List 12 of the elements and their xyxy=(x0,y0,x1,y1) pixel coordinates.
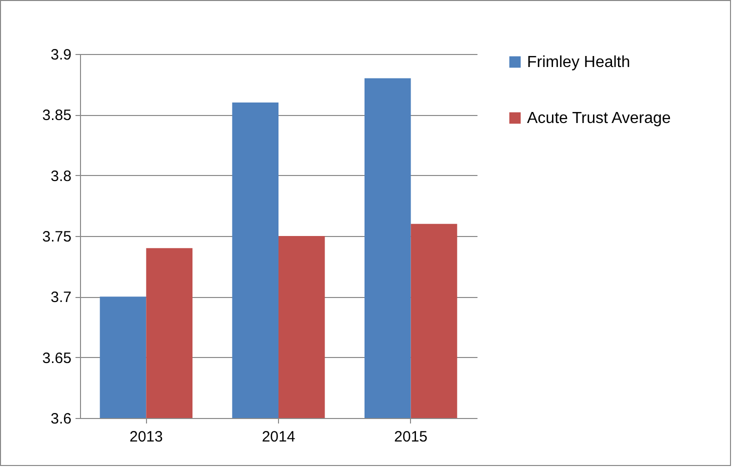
x-tick-label: 2013 xyxy=(129,428,163,446)
y-tick-label: 3.65 xyxy=(42,350,72,367)
y-tick-label: 3.85 xyxy=(42,107,72,124)
y-tick-label: 3.75 xyxy=(42,228,72,246)
y-tick-label: 3.7 xyxy=(50,289,72,306)
x-tick-label: 2015 xyxy=(394,428,428,446)
y-tick-label: 3.9 xyxy=(50,46,72,64)
x-tick-label: 2014 xyxy=(262,428,296,446)
legend-label: Acute Trust Average xyxy=(527,110,671,127)
y-tick-label: 3.8 xyxy=(50,168,72,185)
y-tick-label: 3.6 xyxy=(50,410,72,428)
legend-label: Frimley Health xyxy=(527,54,630,71)
